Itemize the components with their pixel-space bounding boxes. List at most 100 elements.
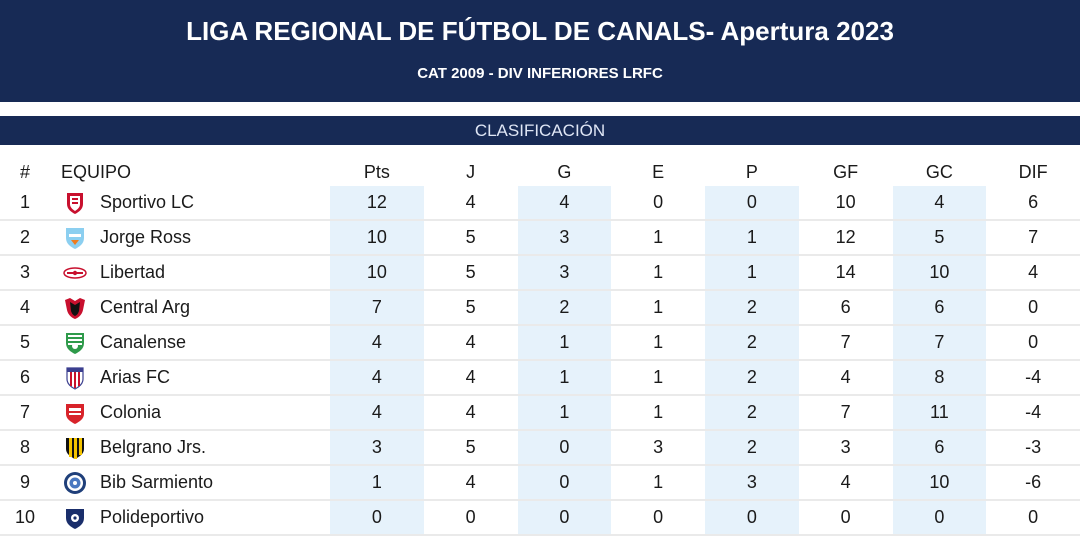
team-name: Belgrano Jrs. [100, 437, 207, 457]
cell-gc: 7 [892, 326, 987, 361]
cell-gc: 10 [892, 256, 987, 291]
cell-g: 1 [517, 396, 612, 431]
cell-p: 2 [705, 431, 799, 466]
cell-p: 2 [705, 291, 799, 326]
cell-g: 0 [517, 466, 612, 501]
header-banner: LIGA REGIONAL DE FÚTBOL DE CANALS- Apert… [0, 0, 1080, 102]
cell-e: 0 [611, 501, 705, 536]
section-title: CLASIFICACIÓN [0, 116, 1080, 145]
cell-g: 3 [517, 256, 612, 291]
team-name: Sportivo LC [100, 192, 195, 212]
cell-dif: 7 [986, 221, 1080, 256]
cell-gf: 0 [798, 501, 893, 536]
cell-gf: 14 [798, 256, 893, 291]
cell-g: 1 [517, 361, 612, 396]
col-header-pts: Pts [363, 161, 390, 182]
col-header-dif: DIF [1018, 161, 1048, 182]
cell-e: 3 [611, 431, 705, 466]
cell-team: Belgrano Jrs. [50, 431, 330, 466]
libertad-crest-icon [63, 261, 87, 285]
cell-g: 0 [517, 501, 612, 536]
table-row: 4 Central Arg 7 5 2 1 2 6 6 0 [0, 291, 1080, 326]
canalense-crest-icon [63, 331, 87, 355]
cell-e: 1 [611, 396, 705, 431]
cell-pts: 7 [330, 291, 424, 326]
col-header-p: P [745, 161, 758, 182]
team-name: Colonia [100, 402, 162, 422]
cell-position: 2 [0, 221, 50, 256]
cell-position: 9 [0, 466, 50, 501]
cell-position: 10 [0, 501, 50, 536]
cell-team: Sportivo LC [50, 186, 330, 221]
cell-dif: 0 [986, 291, 1080, 326]
cell-position: 7 [0, 396, 50, 431]
cell-j: 0 [423, 501, 518, 536]
cell-e: 1 [611, 256, 705, 291]
col-header-j: J [466, 161, 476, 182]
cell-pts: 4 [330, 361, 424, 396]
cell-team: Canalense [50, 326, 330, 361]
table-row: 1 Sportivo LC 12 4 4 0 0 10 4 6 [0, 186, 1080, 221]
arias-fc-crest-icon [63, 366, 87, 390]
cell-dif: -3 [986, 431, 1080, 466]
cell-dif: 0 [986, 326, 1080, 361]
col-header-gf: GF [833, 161, 859, 182]
cell-gc: 5 [892, 221, 987, 256]
table-row: 5 Canalense 4 4 1 1 2 7 7 0 [0, 326, 1080, 361]
cell-j: 5 [423, 431, 518, 466]
cell-p: 1 [705, 256, 799, 291]
cell-position: 8 [0, 431, 50, 466]
standings-table: # EQUIPO Pts J G E P GF GC DIF 1 Sportivo… [0, 158, 1080, 536]
cell-pts: 10 [330, 221, 424, 256]
team-name: Bib Sarmiento [100, 472, 214, 492]
sportivo-lc-crest-icon [63, 191, 87, 215]
cell-j: 4 [423, 396, 518, 431]
cell-gf: 3 [798, 431, 893, 466]
team-name: Canalense [100, 332, 187, 352]
table-header-row: # EQUIPO Pts J G E P GF GC DIF [0, 158, 1080, 186]
page-title: LIGA REGIONAL DE FÚTBOL DE CANALS- Apert… [186, 16, 894, 46]
cell-g: 3 [517, 221, 612, 256]
cell-gc: 10 [892, 466, 987, 501]
table-row: 3 Libertad 10 5 3 1 1 14 10 4 [0, 256, 1080, 291]
cell-p: 2 [705, 396, 799, 431]
cell-team: Central Arg [50, 291, 330, 326]
team-name: Polideportivo [100, 507, 205, 527]
cell-e: 1 [611, 466, 705, 501]
cell-gf: 7 [798, 326, 893, 361]
cell-pts: 3 [330, 431, 424, 466]
team-name: Arias FC [100, 367, 171, 387]
cell-gf: 7 [798, 396, 893, 431]
cell-dif: 4 [986, 256, 1080, 291]
cell-position: 3 [0, 256, 50, 291]
team-name: Jorge Ross [100, 227, 192, 247]
cell-j: 4 [423, 326, 518, 361]
cell-gf: 12 [798, 221, 893, 256]
col-header-g: G [557, 161, 572, 182]
cell-pts: 12 [330, 186, 424, 221]
cell-j: 5 [423, 221, 518, 256]
cell-team: Polideportivo [50, 501, 330, 536]
cell-j: 4 [423, 186, 518, 221]
cell-j: 5 [423, 291, 518, 326]
table-row: 8 Belgrano Jrs. 3 5 0 3 2 3 6 -3 [0, 431, 1080, 466]
col-header-e: E [652, 161, 665, 182]
cell-position: 5 [0, 326, 50, 361]
jorge-ross-crest-icon [63, 226, 87, 250]
col-header-position: # [19, 161, 30, 182]
cell-p: 2 [705, 326, 799, 361]
cell-e: 1 [611, 361, 705, 396]
bib-sarmiento-crest-icon [63, 471, 87, 495]
cell-dif: -6 [986, 466, 1080, 501]
cell-e: 1 [611, 291, 705, 326]
cell-p: 1 [705, 221, 799, 256]
table-row: 9 Bib Sarmiento 1 4 0 1 3 4 10 -6 [0, 466, 1080, 501]
cell-dif: -4 [986, 396, 1080, 431]
cell-team: Libertad [50, 256, 330, 291]
cell-team: Arias FC [50, 361, 330, 396]
cell-e: 0 [611, 186, 705, 221]
cell-j: 4 [423, 361, 518, 396]
colonia-crest-icon [63, 401, 87, 425]
cell-gc: 11 [892, 396, 987, 431]
belgrano-jrs-crest-icon [63, 436, 87, 460]
